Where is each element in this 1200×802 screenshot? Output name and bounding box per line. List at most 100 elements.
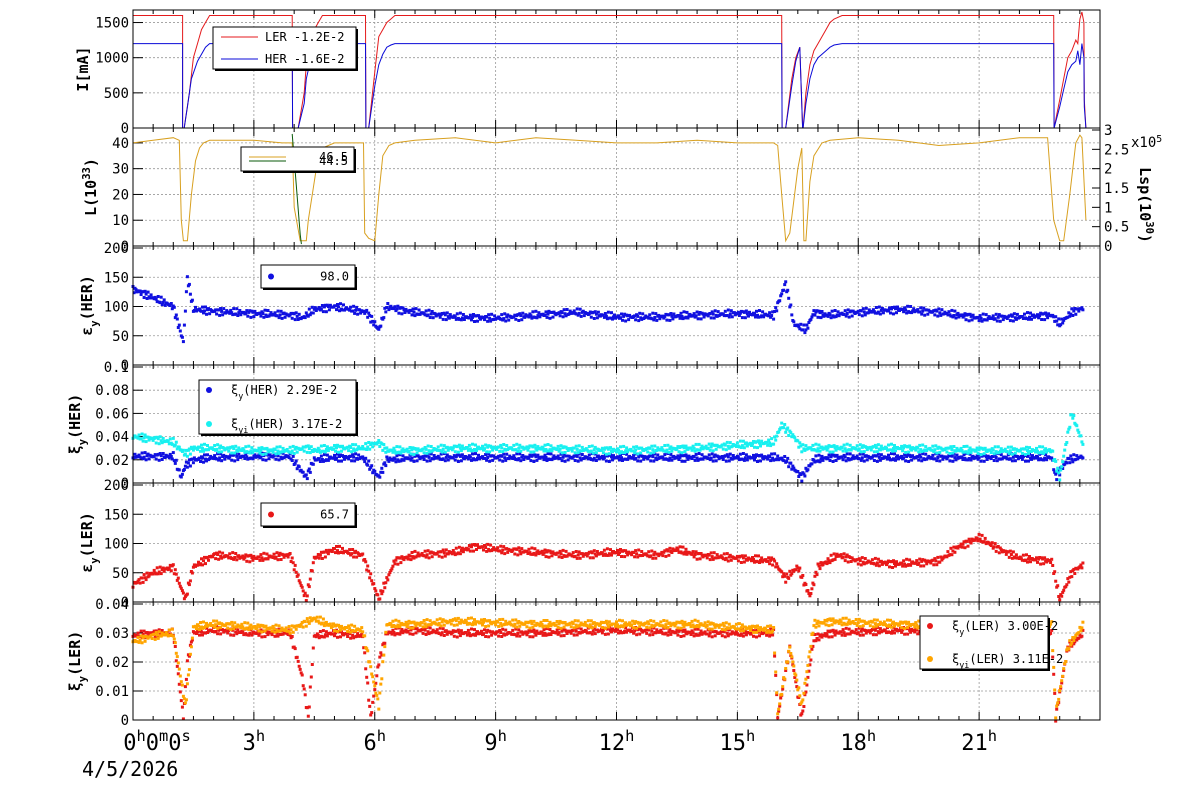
data-point xyxy=(844,309,847,312)
data-point xyxy=(877,443,880,446)
data-point xyxy=(532,450,535,453)
data-point xyxy=(442,448,445,451)
data-point xyxy=(695,443,698,446)
data-point xyxy=(1060,595,1063,598)
data-point xyxy=(295,571,298,574)
data-point xyxy=(361,553,364,556)
data-point xyxy=(334,450,337,453)
data-point xyxy=(189,453,192,456)
data-point xyxy=(380,467,383,470)
data-point xyxy=(678,450,681,453)
data-point xyxy=(1060,465,1063,468)
data-point xyxy=(608,452,611,455)
data-point xyxy=(301,674,304,677)
data-point xyxy=(1068,426,1071,429)
data-point xyxy=(653,445,656,448)
data-point xyxy=(1038,445,1041,448)
data-point xyxy=(561,311,564,314)
data-point xyxy=(213,444,216,447)
data-point xyxy=(878,306,881,309)
data-point xyxy=(875,446,878,449)
data-point xyxy=(178,324,181,327)
data-point xyxy=(790,313,793,316)
data-point xyxy=(298,313,301,316)
data-point xyxy=(204,306,207,309)
data-point xyxy=(1080,566,1083,569)
data-point xyxy=(894,459,897,462)
data-point xyxy=(326,454,329,457)
data-point xyxy=(709,558,712,561)
data-point xyxy=(889,312,892,315)
data-point xyxy=(846,312,849,315)
data-point xyxy=(775,435,778,438)
data-point xyxy=(717,310,720,313)
data-point xyxy=(978,533,981,536)
data-point xyxy=(806,589,809,592)
data-point xyxy=(812,583,815,586)
data-point xyxy=(710,457,713,460)
data-point xyxy=(287,556,290,559)
data-point xyxy=(650,550,653,553)
data-point xyxy=(634,449,637,452)
data-point xyxy=(471,316,474,319)
data-point xyxy=(498,450,501,453)
data-point xyxy=(727,560,730,563)
data-point xyxy=(560,552,563,555)
data-point xyxy=(1081,443,1084,446)
data-point xyxy=(605,453,608,456)
data-point xyxy=(846,452,849,455)
data-point xyxy=(799,323,802,326)
data-point xyxy=(515,443,518,446)
data-point xyxy=(413,460,416,463)
data-point xyxy=(570,632,573,635)
data-point xyxy=(729,453,732,456)
legend-label: 98.0 xyxy=(320,270,349,284)
data-point xyxy=(996,320,999,323)
data-point xyxy=(1049,561,1052,564)
data-point xyxy=(168,567,171,570)
data-point xyxy=(517,447,520,450)
data-point xyxy=(140,293,143,296)
data-point xyxy=(456,312,459,315)
data-point xyxy=(1051,450,1054,453)
data-point xyxy=(453,635,456,638)
data-point xyxy=(218,551,221,554)
data-point xyxy=(623,555,626,558)
data-point xyxy=(767,439,770,442)
data-point xyxy=(306,594,309,597)
data-point xyxy=(205,313,208,316)
panel-luminosity: 010203040L(1033)00.511.522.53Lsp(1030)x1… xyxy=(81,123,1162,255)
data-point xyxy=(266,553,269,556)
data-point xyxy=(997,316,1000,319)
data-point xyxy=(437,445,440,448)
data-point xyxy=(248,560,251,563)
data-point xyxy=(696,558,699,561)
data-point xyxy=(183,324,186,327)
data-point xyxy=(203,309,206,312)
data-point xyxy=(712,460,715,463)
data-point xyxy=(457,460,460,463)
data-point xyxy=(160,572,163,575)
data-point xyxy=(180,699,183,702)
data-point xyxy=(560,634,563,637)
data-point xyxy=(476,320,479,323)
data-point xyxy=(1053,570,1056,573)
data-point xyxy=(859,443,862,446)
data-point xyxy=(1013,312,1016,315)
data-point xyxy=(259,449,262,452)
data-point xyxy=(787,465,790,468)
data-point xyxy=(176,318,179,321)
data-point xyxy=(648,313,651,316)
data-point xyxy=(722,458,725,461)
data-point xyxy=(768,455,771,458)
data-point xyxy=(376,593,379,596)
data-point xyxy=(1038,314,1041,317)
data-point xyxy=(145,458,148,461)
data-point xyxy=(835,459,838,462)
data-point xyxy=(800,450,803,453)
data-point xyxy=(1071,417,1074,420)
data-point xyxy=(1059,469,1062,472)
data-point xyxy=(488,450,491,453)
data-point xyxy=(485,450,488,453)
data-point xyxy=(731,315,734,318)
